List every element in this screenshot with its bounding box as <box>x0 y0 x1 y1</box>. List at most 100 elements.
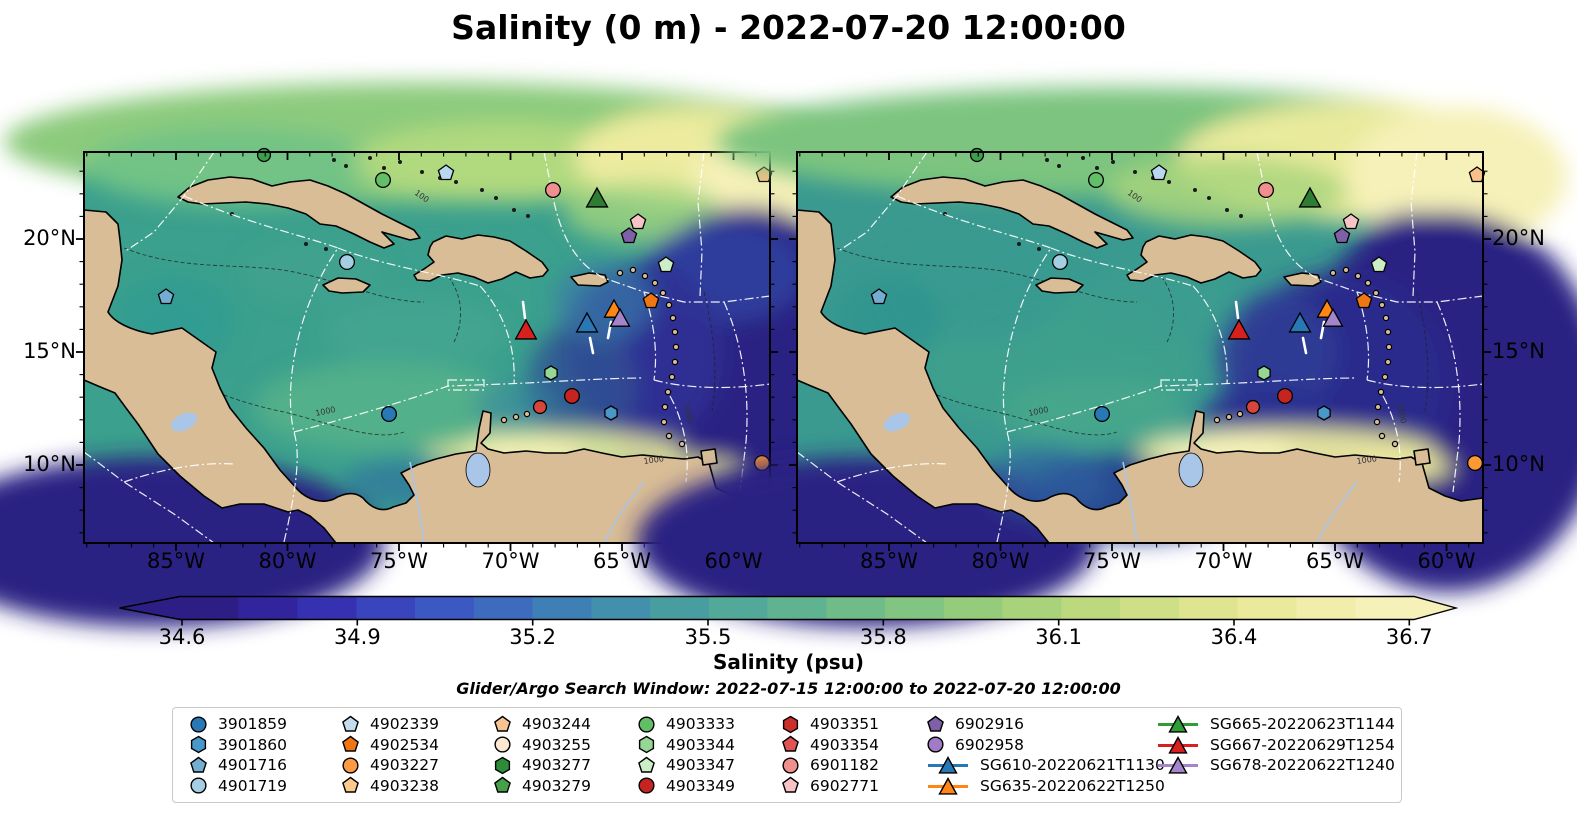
legend-label: 3901859 <box>218 715 288 734</box>
legend-item: 4903227 <box>341 755 439 776</box>
colorbar-label: Salinity (psu) <box>712 650 864 674</box>
svg-text:1000: 1000 <box>1356 454 1377 466</box>
colorbar-tick-label: 36.4 <box>1210 625 1258 649</box>
legend-item: 4902534 <box>341 735 439 756</box>
pentagon-marker-icon <box>927 715 944 732</box>
platform-markers <box>870 147 1486 472</box>
circle-marker-icon <box>782 757 799 774</box>
svg-text:1000: 1000 <box>315 405 337 418</box>
legend-label: SG678-20220622T1240 <box>1210 756 1395 775</box>
legend-label: 4903279 <box>522 776 592 795</box>
legend-item: 4902339 <box>341 714 439 735</box>
figure-title: Salinity (0 m) - 2022-07-20 12:00:00 <box>451 8 1126 47</box>
colorbar-tick-label: 34.9 <box>333 625 381 649</box>
pentagon-marker-icon <box>494 776 511 793</box>
legend-item: 4903351 <box>781 714 879 735</box>
glider-marker-icon <box>1158 715 1198 733</box>
svg-text:1000: 1000 <box>1028 405 1050 418</box>
legend-item: SG667-20220629T1254 <box>1156 735 1395 756</box>
legend-label: SG667-20220629T1254 <box>1210 735 1395 754</box>
legend-item: SG610-20220621T1130 <box>926 755 1165 776</box>
circle-marker-icon <box>638 777 655 794</box>
hexagon-marker-icon <box>638 735 655 754</box>
colorbar-tick-label: 35.5 <box>684 625 732 649</box>
legend-item: SG665-20220623T1144 <box>1156 714 1395 735</box>
x-tick-label: 80°W <box>971 549 1030 573</box>
legend-label: SG665-20220623T1144 <box>1210 715 1395 734</box>
legend-label: SG635-20220622T1250 <box>980 776 1165 795</box>
legend-label: 6902916 <box>955 715 1025 734</box>
map-frame <box>796 151 1484 544</box>
legend-item: 6902771 <box>781 776 879 797</box>
legend-column: 4903244 4903255 4903277 4903279 <box>493 714 591 796</box>
legend-item: 4903344 <box>637 735 735 756</box>
rtofs-map-panel: 100 1000 1000 1000 <box>0 82 889 627</box>
colorbar-tick-label: 34.6 <box>158 625 206 649</box>
x-tick-label: 75°W <box>370 549 428 573</box>
legend-column: 4902339 4902534 4903227 4903238 <box>341 714 439 796</box>
legend-label: 4903238 <box>370 776 440 795</box>
legend-column: 4903351 4903354 6901182 6902771 <box>781 714 879 796</box>
search-window-text: Glider/Argo Search Window: 2022-07-15 12… <box>456 679 1121 698</box>
legend-item: 4903333 <box>637 714 735 735</box>
colorbar-tick-label: 35.8 <box>859 625 907 649</box>
x-tick-label: 70°W <box>1194 549 1253 573</box>
legend-label: 6901182 <box>810 756 880 775</box>
legend-label: 4901719 <box>218 776 288 795</box>
legend-item: SG635-20220622T1250 <box>926 776 1165 797</box>
circle-marker-icon <box>927 736 944 753</box>
glider-marker-icon <box>1158 735 1198 754</box>
colorbar-tick-label: 36.1 <box>1035 625 1083 649</box>
legend-label: 4903333 <box>666 715 736 734</box>
legend-item: 6902958 <box>926 735 1165 756</box>
legend-item: 4903354 <box>781 735 879 756</box>
pentagon-marker-icon <box>342 735 359 752</box>
circle-marker-icon <box>342 757 359 774</box>
legend-item: 4903244 <box>493 714 591 735</box>
colorbar <box>119 595 1458 626</box>
x-tick-label: 80°W <box>258 549 317 573</box>
y-tick-label: 15°N <box>1492 339 1545 363</box>
legend-label: 4903344 <box>666 735 736 754</box>
colorbar-tick-label: 36.7 <box>1385 625 1433 649</box>
x-tick-label: 60°W <box>1417 549 1476 573</box>
eez-boundaries <box>83 151 771 544</box>
colorbar-tick-label: 35.2 <box>509 625 557 649</box>
circle-marker-icon <box>190 777 207 794</box>
pentagon-marker-icon <box>494 715 511 732</box>
legend-label: 6902958 <box>955 735 1025 754</box>
map-frame <box>83 151 771 544</box>
legend-item: 4903279 <box>493 776 591 797</box>
legend-item: 4901716 <box>189 755 287 776</box>
svg-text:1000: 1000 <box>1395 403 1408 425</box>
lakes-rivers <box>883 412 1358 544</box>
pentagon-marker-icon <box>342 715 359 732</box>
eez-boundaries <box>796 151 1484 544</box>
y-tick-label: 10°N <box>1492 452 1545 476</box>
glider-tracks <box>1234 300 1326 355</box>
pentagon-marker-icon <box>638 756 655 773</box>
legend-item: 4903347 <box>637 755 735 776</box>
x-tick-label: 75°W <box>1083 549 1141 573</box>
svg-text:1000: 1000 <box>643 454 664 466</box>
salinity-field <box>0 82 889 627</box>
legend-item: 3901859 <box>189 714 287 735</box>
legend-item: SG678-20220622T1240 <box>1156 755 1395 776</box>
glider-marker-icon <box>1158 756 1198 774</box>
svg-text:1000: 1000 <box>682 403 695 425</box>
hexagon-marker-icon <box>494 756 511 775</box>
hexagon-marker-icon <box>782 715 799 734</box>
x-tick-label: 70°W <box>481 549 540 573</box>
hexagon-marker-icon <box>190 735 207 754</box>
legend-item: 4901719 <box>189 776 287 797</box>
cmems-map-panel: 100 1000 1000 1000 <box>637 87 1577 627</box>
legend-column: 6902916 6902958 SG610-20220621T1130 SG635-2… <box>926 714 1165 796</box>
x-tick-label: 85°W <box>860 549 918 573</box>
land-masses <box>796 176 1484 544</box>
legend-item: 4903277 <box>493 755 591 776</box>
legend-label: 4903354 <box>810 735 880 754</box>
pentagon-marker-icon <box>782 735 799 752</box>
legend-item: 4903255 <box>493 735 591 756</box>
